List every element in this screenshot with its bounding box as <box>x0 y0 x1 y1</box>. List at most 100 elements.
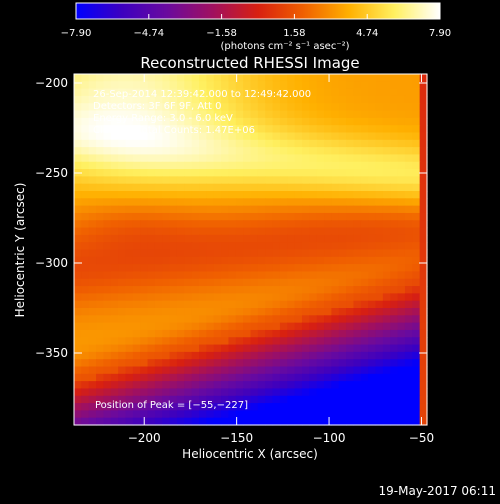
heatmap-cell <box>368 117 377 126</box>
heatmap-cell <box>191 373 200 382</box>
heatmap-cell <box>368 169 377 177</box>
heatmap-cell <box>147 256 156 265</box>
heatmap-cell <box>184 81 193 90</box>
heatmap-cell <box>147 395 156 404</box>
heatmap-cell <box>199 117 207 126</box>
heatmap-cell <box>419 191 428 199</box>
heatmap-cell <box>390 95 399 104</box>
heatmap-cell <box>184 278 193 287</box>
heatmap-cell <box>74 417 82 426</box>
heatmap-cell <box>338 169 347 177</box>
heatmap-cell <box>250 125 259 134</box>
heatmap-cell <box>88 359 97 368</box>
heatmap-cell <box>191 286 200 294</box>
heatmap-cell <box>368 278 377 287</box>
heatmap-cell <box>324 154 332 163</box>
heatmap-cell <box>250 271 259 280</box>
heatmap-cell <box>176 161 185 170</box>
heatmap-cell <box>272 300 281 309</box>
heatmap-cell <box>331 227 340 236</box>
heatmap-cell <box>368 351 377 360</box>
heatmap-cell <box>353 264 362 273</box>
heatmap-cell <box>338 403 347 411</box>
heatmap-cell <box>272 176 281 185</box>
heatmap-cell <box>162 417 171 426</box>
heatmap-cell <box>235 117 244 126</box>
heatmap-cell <box>221 220 230 229</box>
heatmap-cell <box>294 403 303 411</box>
heatmap-cell <box>96 329 105 338</box>
heatmap-cell <box>390 103 399 112</box>
heatmap-cell <box>118 220 127 229</box>
heatmap-cell <box>140 337 149 346</box>
heatmap-cell <box>257 176 266 185</box>
heatmap-cell <box>110 161 119 170</box>
heatmap-cell <box>368 147 377 156</box>
heatmap-cell <box>390 308 399 316</box>
heatmap-cell <box>250 117 259 126</box>
heatmap-cell <box>206 234 215 243</box>
heatmap-cell <box>221 395 230 404</box>
heatmap-cell <box>213 308 222 316</box>
heatmap-cell <box>154 132 163 141</box>
heatmap-cell <box>360 103 369 112</box>
heatmap-cell <box>132 417 141 426</box>
heatmap-cell <box>324 147 332 156</box>
heatmap-cell <box>390 183 399 192</box>
heatmap-cell <box>419 88 428 97</box>
heatmap-cell <box>353 417 362 426</box>
heatmap-cell <box>250 403 259 411</box>
heatmap-cell <box>404 337 413 346</box>
heatmap-cell <box>375 256 384 265</box>
heatmap-cell <box>338 220 347 229</box>
heatmap-cell <box>279 351 288 360</box>
heatmap-cell <box>257 286 266 294</box>
heatmap-cell <box>272 286 281 294</box>
heatmap-cell <box>103 308 112 316</box>
heatmap-cell <box>96 198 105 207</box>
heatmap-cell <box>213 329 222 338</box>
heatmap-cell <box>419 132 428 141</box>
heatmap-cell <box>279 359 288 368</box>
heatmap-cell <box>412 417 421 426</box>
heatmap-cell <box>228 264 237 273</box>
heatmap-cell <box>140 212 149 221</box>
heatmap-cell <box>360 381 369 390</box>
heatmap-cell <box>206 191 215 199</box>
heatmap-cell <box>360 81 369 90</box>
heatmap-cell <box>316 110 325 119</box>
heatmap-cell <box>287 366 296 375</box>
heatmap-cell <box>169 227 178 236</box>
heatmap-cell <box>309 373 318 382</box>
heatmap-cell <box>110 220 119 229</box>
heatmap-cell <box>309 220 318 229</box>
heatmap-cell <box>412 278 421 287</box>
heatmap-cell <box>338 366 347 375</box>
heatmap-cell <box>309 242 318 251</box>
heatmap-cell <box>154 359 163 368</box>
heatmap-cell <box>132 176 141 185</box>
heatmap-cell <box>368 395 377 404</box>
heatmap-cell <box>176 234 185 243</box>
heatmap-cell <box>279 139 288 148</box>
heatmap-cell <box>331 395 340 404</box>
heatmap-cell <box>206 88 215 97</box>
heatmap-cell <box>338 183 347 192</box>
heatmap-cell <box>243 132 252 141</box>
heatmap-cell <box>265 300 274 309</box>
heatmap-cell <box>338 381 347 390</box>
heatmap-cell <box>176 256 185 265</box>
heatmap-cell <box>324 103 332 112</box>
heatmap-cell <box>316 373 325 382</box>
heatmap-cell <box>397 286 406 294</box>
heatmap-cell <box>147 366 156 375</box>
heatmap-cell <box>324 388 332 397</box>
heatmap-cell <box>118 271 127 280</box>
heatmap-cell <box>346 183 355 192</box>
heatmap-cell <box>338 103 347 112</box>
heatmap-cell <box>147 154 156 163</box>
heatmap-cell <box>257 220 266 229</box>
heatmap-cell <box>243 271 252 280</box>
heatmap-cell <box>382 264 391 273</box>
heatmap-cell <box>419 256 428 265</box>
